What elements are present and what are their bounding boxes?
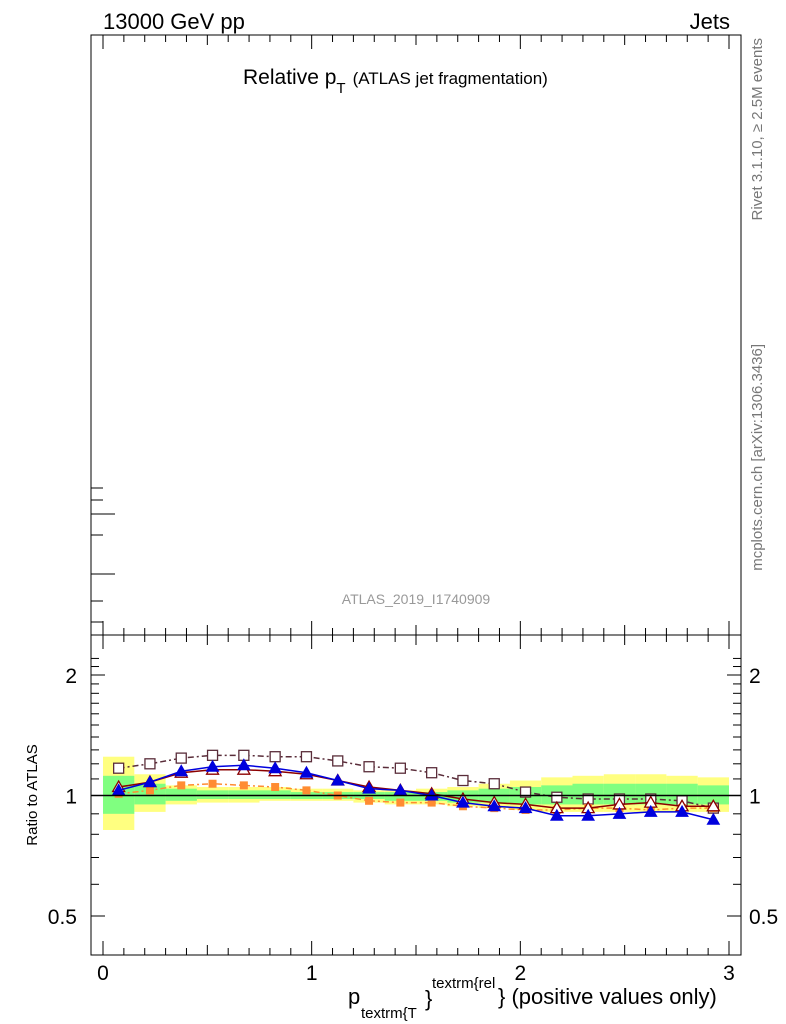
series-point-4 [143, 775, 157, 788]
series-point-4 [581, 808, 596, 821]
green-band-bin [259, 790, 291, 800]
y-tick-label: 0.5 [48, 906, 77, 929]
y-axis-label: Ratio to ATLAS [24, 744, 41, 845]
axis-ticks: 0.5 0.5 1 1 2 2 0 1 2 3 [48, 35, 778, 985]
x-tick-label: 0 [97, 962, 109, 985]
header-energy: 13000 GeV pp [103, 9, 245, 34]
series-point-1 [332, 755, 344, 767]
series-point-2 [177, 781, 186, 790]
green-band-bin [228, 790, 260, 800]
header-process: Jets [690, 9, 730, 34]
series-point-4 [549, 808, 564, 821]
x-tick-label: 2 [514, 962, 526, 985]
series-point-1 [206, 749, 219, 761]
series-point-1 [519, 786, 532, 798]
series-line-2 [118, 782, 714, 811]
series-point-1 [363, 761, 375, 773]
x-axis-label-sup: textrm{rel [432, 975, 495, 992]
series-point-4 [205, 759, 220, 772]
series-point-1 [551, 791, 563, 803]
green-band-bin [384, 792, 416, 801]
series-point-4 [299, 765, 314, 778]
series-point-2 [145, 786, 154, 795]
green-band-bin [666, 783, 698, 805]
green-band-bin [196, 790, 229, 800]
series-point-1 [144, 758, 156, 770]
series-point-1 [425, 767, 438, 779]
series-point-2 [396, 798, 405, 807]
series-line-4 [118, 764, 714, 821]
plot-title: Relative pT (ATLAS jet fragmentation) [243, 66, 548, 97]
plot-title-sub: T [336, 80, 345, 97]
series-point-4 [362, 781, 376, 794]
series-point-4 [675, 804, 689, 817]
series-point-4 [487, 799, 502, 812]
series-point-2 [271, 783, 280, 792]
series-point-2 [208, 779, 217, 788]
x-axis-label-brace: } [425, 986, 432, 1011]
series-point-4 [643, 804, 658, 817]
series-point-2 [427, 798, 436, 807]
series-point-1 [457, 774, 469, 787]
series-point-1 [269, 751, 281, 763]
x-axis-label-sub: textrm{T [361, 1005, 417, 1022]
y-tick-label-right: 0.5 [749, 906, 778, 929]
plot-title-paren: (ATLAS jet fragmentation) [353, 69, 548, 88]
series-point-1 [394, 762, 407, 774]
series-point-3 [706, 798, 721, 812]
upper-y-ticks [91, 487, 115, 623]
y-tick-label: 2 [65, 665, 77, 688]
x-tick-label: 1 [306, 962, 318, 985]
y-tick-label: 1 [65, 786, 77, 809]
series-point-2 [365, 796, 374, 805]
main-plot-frame [90, 34, 742, 636]
x-axis-label: p textrm{T } textrm{rel } (positive valu… [348, 975, 717, 1022]
analysis-label: ATLAS_2019_I1740909 [342, 591, 491, 607]
series-point-1 [300, 751, 313, 763]
source-label: mcplots.cern.ch [arXiv:1306.3436] [749, 344, 766, 571]
series-point-4 [706, 812, 721, 825]
x-axis-label-p: p [348, 984, 360, 1009]
plot-title-main: Relative p [243, 66, 336, 89]
ratio-series [111, 749, 721, 825]
series-point-4 [174, 764, 189, 777]
series-point-4 [236, 758, 251, 771]
series-point-4 [612, 806, 627, 819]
series-point-1 [113, 762, 125, 774]
series-point-4 [456, 795, 470, 808]
green-band-bin [165, 788, 197, 801]
y-tick-label-right: 1 [749, 786, 761, 809]
series-point-1 [488, 778, 500, 790]
series-point-1 [175, 752, 187, 764]
y-tick-label-right: 2 [749, 665, 761, 688]
x-tick-label: 3 [723, 962, 735, 985]
series-point-4 [518, 801, 533, 814]
x-axis-label-rest: } (positive values only) [498, 984, 717, 1009]
rivet-label: Rivet 3.1.10, ≥ 2.5M events [749, 38, 766, 221]
series-point-4 [268, 761, 283, 774]
series-point-2 [239, 781, 248, 790]
series-point-4 [330, 773, 345, 786]
series-point-2 [302, 786, 311, 795]
